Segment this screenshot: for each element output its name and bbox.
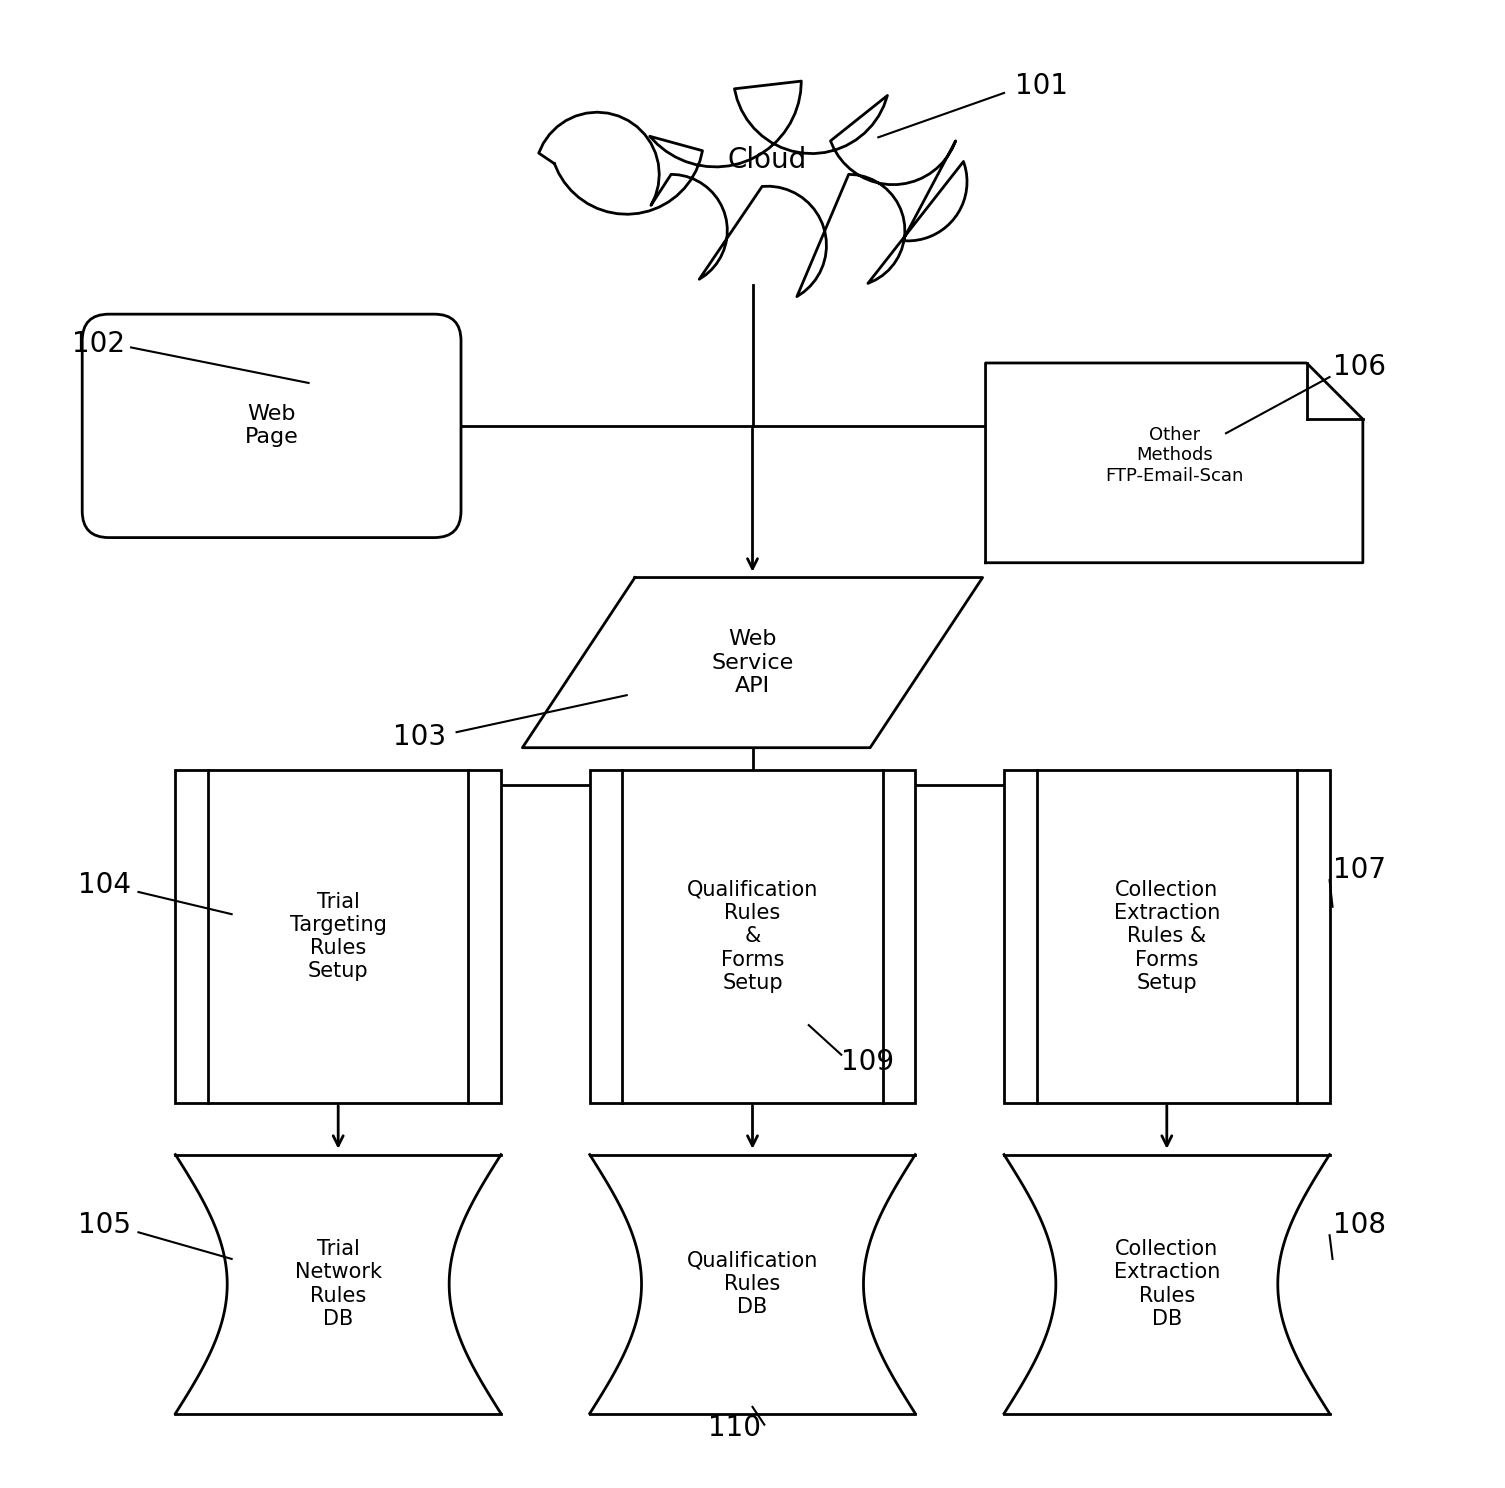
Bar [590, 769, 915, 1103]
Bar [176, 769, 501, 1103]
Text: 108: 108 [1332, 1211, 1386, 1240]
Bar [1004, 769, 1329, 1103]
Polygon shape [522, 577, 983, 747]
Text: Qualification
Rules
DB: Qualification Rules DB [686, 1251, 819, 1317]
Text: 110: 110 [709, 1414, 762, 1442]
Text: Trial
Targeting
Rules
Setup: Trial Targeting Rules Setup [290, 891, 387, 981]
Text: 107: 107 [1332, 856, 1386, 884]
Text: Collection
Extraction
Rules
DB: Collection Extraction Rules DB [1114, 1240, 1221, 1329]
Text: Collection
Extraction
Rules &
Forms
Setup: Collection Extraction Rules & Forms Setu… [1114, 879, 1221, 992]
Text: 109: 109 [841, 1048, 894, 1076]
Text: 102: 102 [72, 330, 125, 359]
Text: Trial
Network
Rules
DB: Trial Network Rules DB [295, 1240, 382, 1329]
Text: 101: 101 [1014, 71, 1067, 100]
Text: 103: 103 [393, 723, 445, 750]
Text: Web
Page: Web Page [245, 405, 298, 448]
Text: Qualification
Rules
&
Forms
Setup: Qualification Rules & Forms Setup [686, 879, 819, 992]
FancyBboxPatch shape [83, 314, 461, 537]
Text: Web
Service
API: Web Service API [712, 629, 793, 696]
Polygon shape [986, 363, 1364, 562]
Polygon shape [1004, 1155, 1329, 1414]
Text: Cloud: Cloud [728, 146, 807, 174]
Text: 106: 106 [1332, 353, 1386, 381]
Text: 104: 104 [78, 870, 131, 899]
Text: 105: 105 [78, 1211, 131, 1240]
Text: Other
Methods
FTP-Email-Scan: Other Methods FTP-Email-Scan [1105, 426, 1243, 485]
Polygon shape [590, 1155, 915, 1414]
Polygon shape [176, 1155, 501, 1414]
Polygon shape [539, 82, 968, 296]
